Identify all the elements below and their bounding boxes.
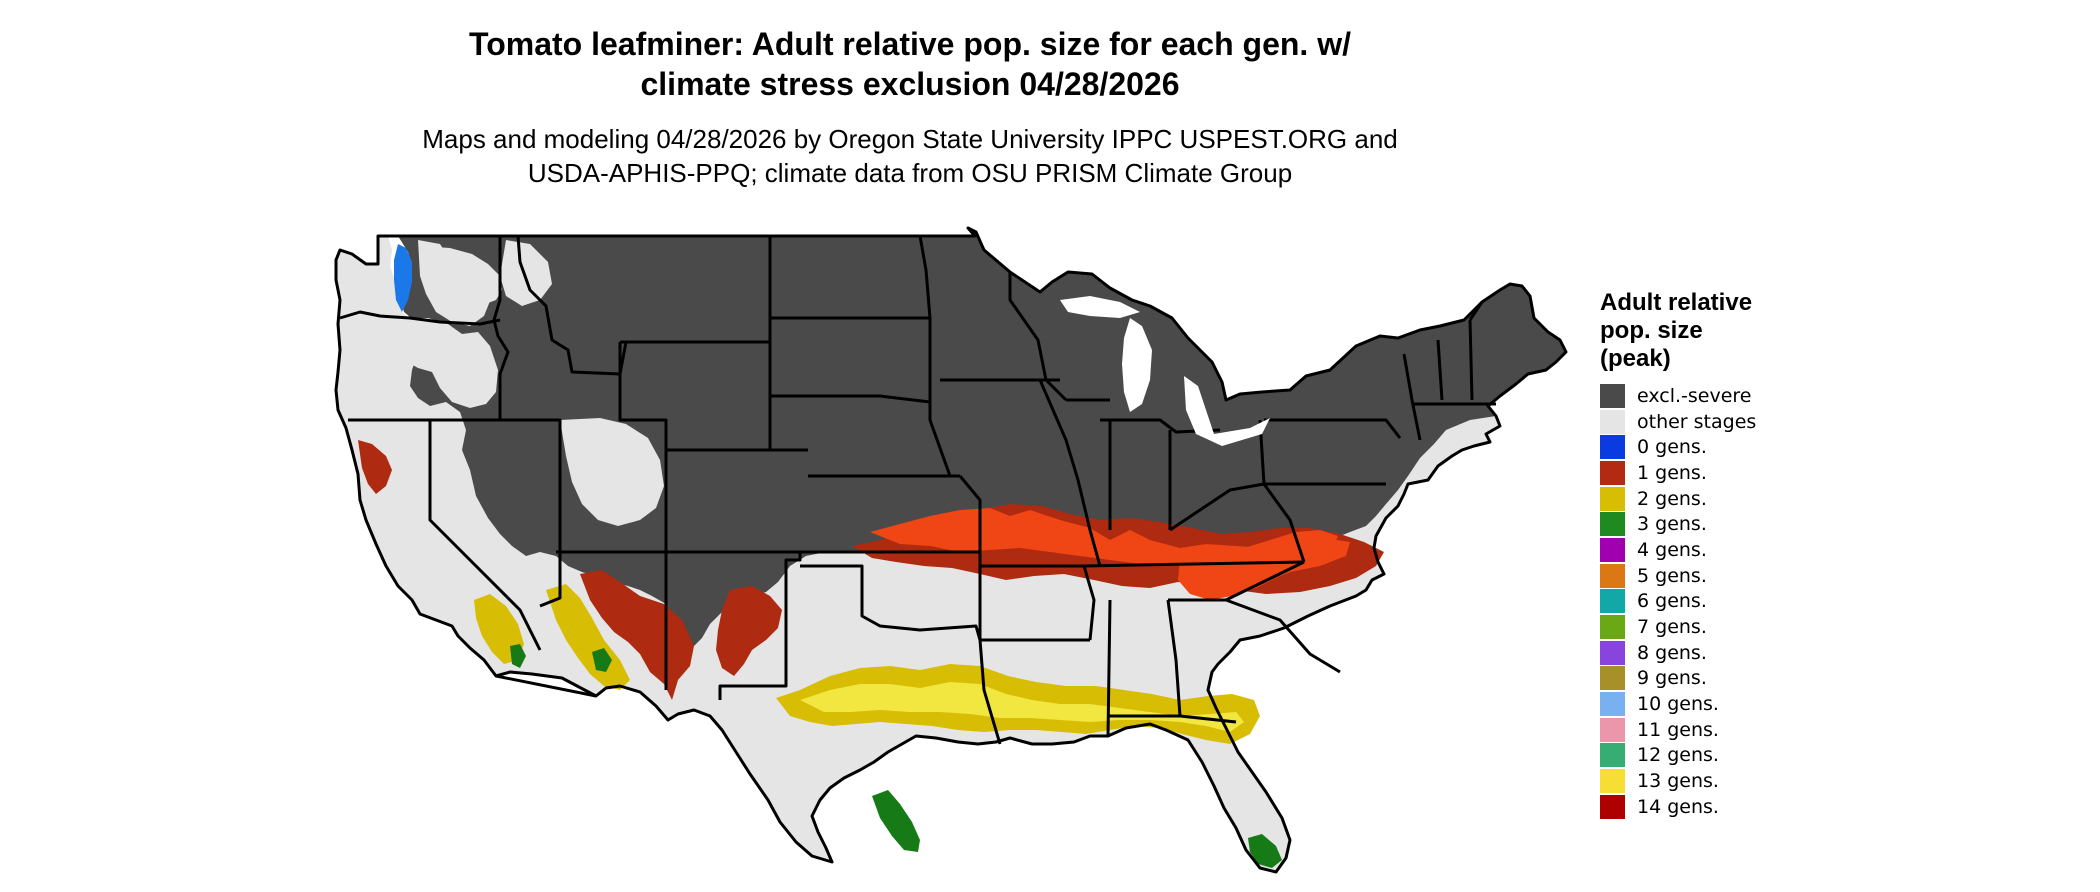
other-stage-patch-oregon (396, 318, 498, 408)
legend-swatch (1600, 512, 1625, 537)
legend-label: 5 gens. (1637, 564, 1707, 587)
map-title-line-2: climate stress exclusion 04/28/2026 (640, 66, 1180, 102)
gen3-arizona-patch (592, 648, 612, 672)
legend-item: 8 gens. (1600, 640, 1800, 666)
legend-item: 13 gens. (1600, 768, 1800, 794)
legend-item: 5 gens. (1600, 563, 1800, 589)
legend-item: 4 gens. (1600, 537, 1800, 563)
legend-label: other stages (1637, 410, 1757, 433)
us-map (334, 226, 1568, 874)
legend-swatch (1600, 640, 1625, 665)
legend-label: 6 gens. (1637, 590, 1707, 613)
legend-label: 12 gens. (1637, 744, 1719, 767)
map-title-line-1: Tomato leafminer: Adult relative pop. si… (469, 26, 1351, 62)
legend-item: 10 gens. (1600, 691, 1800, 717)
lake-michigan (1122, 318, 1152, 412)
legend-label: 8 gens. (1637, 641, 1707, 664)
legend-swatch (1600, 743, 1625, 768)
lake-superior (1060, 296, 1140, 318)
legend-swatch (1600, 460, 1625, 485)
map-subtitle-line-1: Maps and modeling 04/28/2026 by Oregon S… (422, 124, 1398, 154)
legend-item: 6 gens. (1600, 589, 1800, 615)
legend-label: 2 gens. (1637, 487, 1707, 510)
legend-label: 10 gens. (1637, 693, 1719, 716)
legend-swatch (1600, 794, 1625, 819)
legend-swatch (1600, 383, 1625, 408)
gen3-south-florida (1248, 834, 1282, 868)
legend-item: 9 gens. (1600, 666, 1800, 692)
legend-label: excl.-severe (1637, 384, 1752, 407)
legend-item: excl.-severe (1600, 383, 1800, 409)
map-subtitle-line-2: USDA-APHIS-PPQ; climate data from OSU PR… (527, 158, 1293, 188)
legend-item: 14 gens. (1600, 794, 1800, 820)
gen2-band-highlight (800, 682, 1244, 732)
legend-title-line-1: Adult relative (1600, 289, 1753, 316)
legend-swatch (1600, 717, 1625, 742)
other-stage-patch-washington (420, 246, 502, 306)
legend-swatch (1600, 409, 1625, 434)
other-stage-patch-montana (500, 240, 552, 306)
legend-swatch (1600, 563, 1625, 588)
legend-item: 3 gens. (1600, 511, 1800, 537)
legend-title-line-3: (peak) (1600, 345, 1671, 372)
legend-swatch (1600, 615, 1625, 640)
legend-swatch (1600, 589, 1625, 614)
legend: Adult relative pop. size (peak) excl.-se… (1600, 289, 1800, 820)
legend-item: 2 gens. (1600, 486, 1800, 512)
legend-item: 11 gens. (1600, 717, 1800, 743)
gen1-california (358, 440, 392, 494)
gen0-cascades (394, 244, 412, 312)
legend-label: 7 gens. (1637, 616, 1707, 639)
legend-item: 1 gens. (1600, 460, 1800, 486)
legend-swatch (1600, 435, 1625, 460)
legend-swatch (1600, 486, 1625, 511)
legend-label: 11 gens. (1637, 718, 1719, 741)
gen3-california-patch (510, 644, 526, 668)
legend-item: 12 gens. (1600, 743, 1800, 769)
legend-label: 14 gens. (1637, 795, 1719, 818)
legend-label: 1 gens. (1637, 461, 1707, 484)
legend-item: other stages (1600, 409, 1800, 435)
legend-label: 9 gens. (1637, 667, 1707, 690)
legend-label: 0 gens. (1637, 436, 1707, 459)
map-title: Tomato leafminer: Adult relative pop. si… (0, 24, 1820, 104)
legend-swatch (1600, 537, 1625, 562)
other-stage-patch-utah (560, 418, 664, 526)
legend-label: 3 gens. (1637, 513, 1707, 536)
legend-label: 13 gens. (1637, 770, 1719, 793)
legend-title-line-2: pop. size (1600, 317, 1703, 344)
lake-huron-erie (1184, 376, 1270, 446)
legend-swatch (1600, 769, 1625, 794)
legend-title: Adult relative pop. size (peak) (1600, 289, 1800, 373)
legend-item: 0 gens. (1600, 434, 1800, 460)
legend-label: 4 gens. (1637, 538, 1707, 561)
map-subtitle: Maps and modeling 04/28/2026 by Oregon S… (0, 122, 1820, 190)
legend-swatch (1600, 666, 1625, 691)
legend-items: excl.-severe other stages 0 gens. 1 gens. 2 … (1600, 383, 1800, 820)
legend-swatch (1600, 692, 1625, 717)
gen3-south-texas (872, 790, 920, 852)
state-borders (334, 226, 1568, 874)
legend-item: 7 gens. (1600, 614, 1800, 640)
gen1-newmexico (716, 586, 782, 676)
